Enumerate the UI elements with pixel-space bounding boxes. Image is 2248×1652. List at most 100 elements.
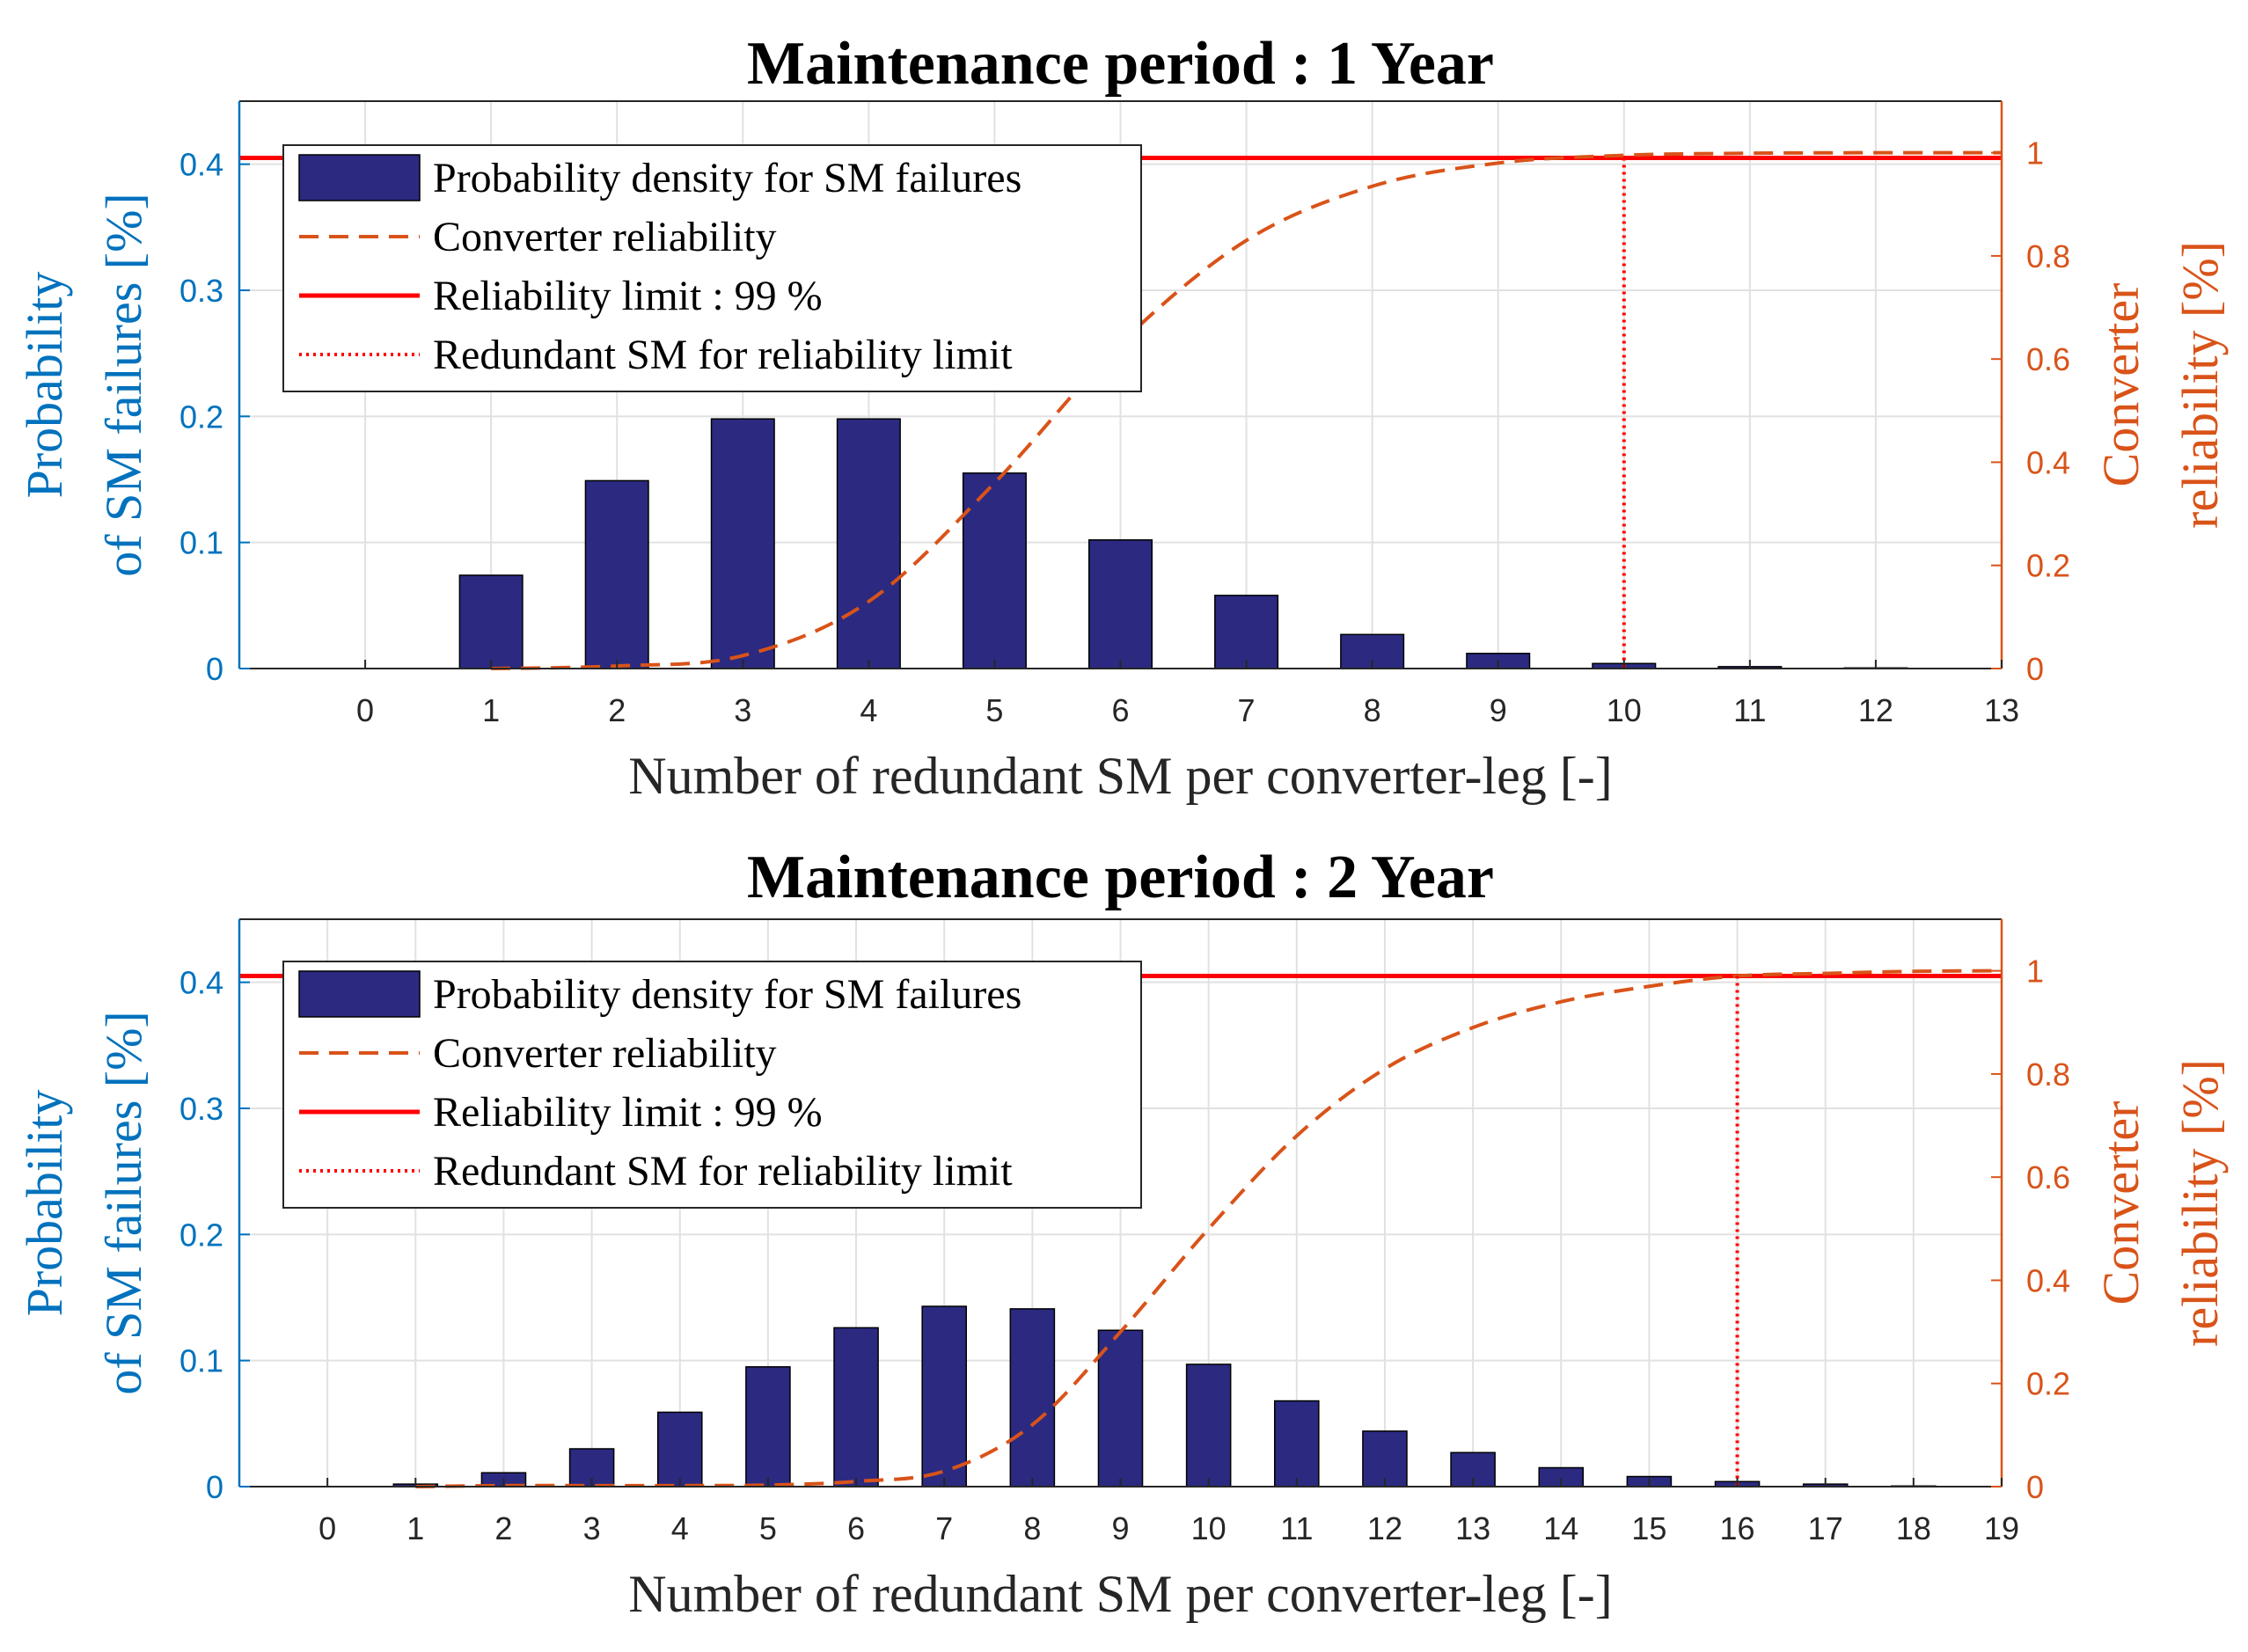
legend-label: Reliability limit : 99 % bbox=[433, 1089, 823, 1136]
y-left-label-line-2: of SM failures [%] bbox=[95, 1011, 152, 1395]
y-left-tick-label: 0.2 bbox=[179, 398, 223, 435]
x-tick-label: 12 bbox=[1858, 692, 1893, 728]
chart-panel-2-year: 0 1 2 3 4 5 6 7 8 9 10 11 12 13 14 15 16 17 18 1900.10.20.3… bbox=[16, 844, 2229, 1623]
y-right-label-line-1: Converter bbox=[2092, 1101, 2149, 1305]
bar bbox=[1097, 1329, 1144, 1488]
bar bbox=[921, 1305, 967, 1488]
legend: Probability density for SM failures Conve… bbox=[282, 144, 1142, 392]
legend-swatch-bar bbox=[298, 154, 421, 201]
bar bbox=[584, 479, 649, 669]
legend-label: Reliability limit : 99 % bbox=[433, 273, 823, 319]
x-tick-label: 6 bbox=[1111, 692, 1129, 728]
x-tick-label: 17 bbox=[1808, 1510, 1843, 1546]
legend-label: Probability density for SM failures bbox=[433, 971, 1021, 1018]
y-left-tick-label: 0 bbox=[206, 651, 223, 687]
x-tick-label: 7 bbox=[1238, 692, 1256, 728]
x-tick-label: 10 bbox=[1607, 692, 1642, 728]
x-tick-label: 15 bbox=[1631, 1510, 1666, 1546]
x-tick-label: 16 bbox=[1720, 1510, 1755, 1546]
y-left-tick-label: 0.2 bbox=[179, 1217, 223, 1253]
x-tick-label: 7 bbox=[935, 1510, 953, 1546]
x-tick-label: 12 bbox=[1367, 1510, 1402, 1546]
chart-title: Maintenance period : 1 Year bbox=[747, 30, 1494, 98]
x-tick-label: 3 bbox=[734, 692, 751, 728]
x-axis-label: Number of redundant SM per converter-leg… bbox=[628, 1565, 1612, 1623]
y-right-label-line-1: Converter bbox=[2092, 283, 2149, 487]
x-tick-label: 8 bbox=[1364, 692, 1381, 728]
bar bbox=[1362, 1430, 1408, 1488]
x-tick-label: 11 bbox=[1733, 692, 1766, 728]
y-left-tick-label: 0 bbox=[206, 1469, 223, 1505]
y-right-tick-label: 0.4 bbox=[2026, 444, 2070, 480]
legend: Probability density for SM failures Conve… bbox=[282, 961, 1142, 1209]
x-tick-label: 1 bbox=[482, 692, 500, 728]
bar-series bbox=[392, 1305, 1937, 1488]
bar bbox=[1087, 539, 1153, 669]
bar bbox=[836, 418, 901, 669]
chart-panel-1-year: 0 1 2 3 4 5 6 7 8 9 10 11 12 1300.10.20.30.400.20.40.… bbox=[16, 30, 2229, 805]
y-left-label-line-1: Probability bbox=[16, 1090, 73, 1317]
x-tick-label: 5 bbox=[759, 1510, 777, 1546]
y-right-tick-label: 1 bbox=[2026, 135, 2044, 172]
x-tick-label: 3 bbox=[583, 1510, 601, 1546]
y-right-tick-label: 0.8 bbox=[2026, 1056, 2070, 1093]
legend-label: Probability density for SM failures bbox=[433, 155, 1021, 201]
y-left-tick-label: 0.4 bbox=[179, 965, 223, 1001]
y-right-label-line-2: reliability [%] bbox=[2171, 241, 2229, 529]
x-tick-label: 11 bbox=[1280, 1510, 1313, 1546]
x-tick-label: 0 bbox=[319, 1510, 336, 1546]
x-tick-label: 6 bbox=[847, 1510, 865, 1546]
legend-label: Redundant SM for reliability limit bbox=[433, 332, 1013, 378]
x-axis-label: Number of redundant SM per converter-leg… bbox=[628, 747, 1612, 805]
y-right-tick-label: 0.6 bbox=[2026, 341, 2070, 377]
bar bbox=[1185, 1363, 1232, 1488]
x-tick-label: 14 bbox=[1543, 1510, 1578, 1546]
x-tick-label: 18 bbox=[1896, 1510, 1931, 1546]
chart-title: Maintenance period : 2 Year bbox=[747, 844, 1494, 911]
x-tick-label: 19 bbox=[1984, 1510, 2019, 1546]
x-tick-label: 10 bbox=[1191, 1510, 1227, 1546]
legend-label: Redundant SM for reliability limit bbox=[433, 1148, 1013, 1195]
x-tick-label: 5 bbox=[985, 692, 1003, 728]
x-tick-label: 13 bbox=[1455, 1510, 1490, 1546]
x-tick-label: 9 bbox=[1490, 692, 1507, 728]
bar bbox=[745, 1366, 791, 1488]
x-tick-label: 13 bbox=[1984, 692, 2019, 728]
y-right-tick-label: 0.6 bbox=[2026, 1159, 2070, 1195]
converter-reliability-line bbox=[491, 150, 2003, 670]
bar bbox=[458, 574, 524, 669]
x-tick-label: 4 bbox=[671, 1510, 689, 1546]
x-tick-label: 9 bbox=[1111, 1510, 1129, 1546]
bar bbox=[1274, 1400, 1320, 1488]
bar bbox=[962, 472, 1027, 669]
x-tick-label: 4 bbox=[860, 692, 877, 728]
y-left-label-line-1: Probability bbox=[16, 272, 73, 499]
y-left-label-line-2: of SM failures [%] bbox=[95, 193, 152, 577]
y-right-tick-label: 0 bbox=[2026, 651, 2044, 687]
bar bbox=[710, 418, 775, 669]
y-right-tick-label: 0.4 bbox=[2026, 1262, 2070, 1298]
x-tick-label: 1 bbox=[406, 1510, 424, 1546]
legend-box bbox=[282, 961, 1142, 1209]
y-left-tick-label: 0.1 bbox=[179, 1343, 223, 1379]
x-tick-label: 0 bbox=[356, 692, 374, 728]
legend-box bbox=[282, 144, 1142, 392]
legend-label: Converter reliability bbox=[433, 214, 777, 260]
y-right-tick-label: 0.2 bbox=[2026, 548, 2070, 584]
bar bbox=[833, 1327, 879, 1488]
y-right-tick-label: 1 bbox=[2026, 954, 2044, 990]
y-left-tick-label: 0.1 bbox=[179, 525, 223, 561]
bar bbox=[656, 1411, 703, 1488]
legend-swatch-bar bbox=[298, 970, 421, 1018]
y-right-label-line-2: reliability [%] bbox=[2171, 1059, 2229, 1347]
y-right-tick-label: 0.8 bbox=[2026, 238, 2070, 274]
legend-label: Converter reliability bbox=[433, 1030, 777, 1077]
bar bbox=[1214, 595, 1279, 669]
y-left-tick-label: 0.4 bbox=[179, 147, 223, 183]
bar bbox=[1009, 1308, 1056, 1488]
x-tick-label: 2 bbox=[494, 1510, 512, 1546]
x-tick-label: 8 bbox=[1023, 1510, 1041, 1546]
y-right-tick-label: 0.2 bbox=[2026, 1366, 2070, 1402]
y-right-tick-label: 0 bbox=[2026, 1469, 2044, 1505]
